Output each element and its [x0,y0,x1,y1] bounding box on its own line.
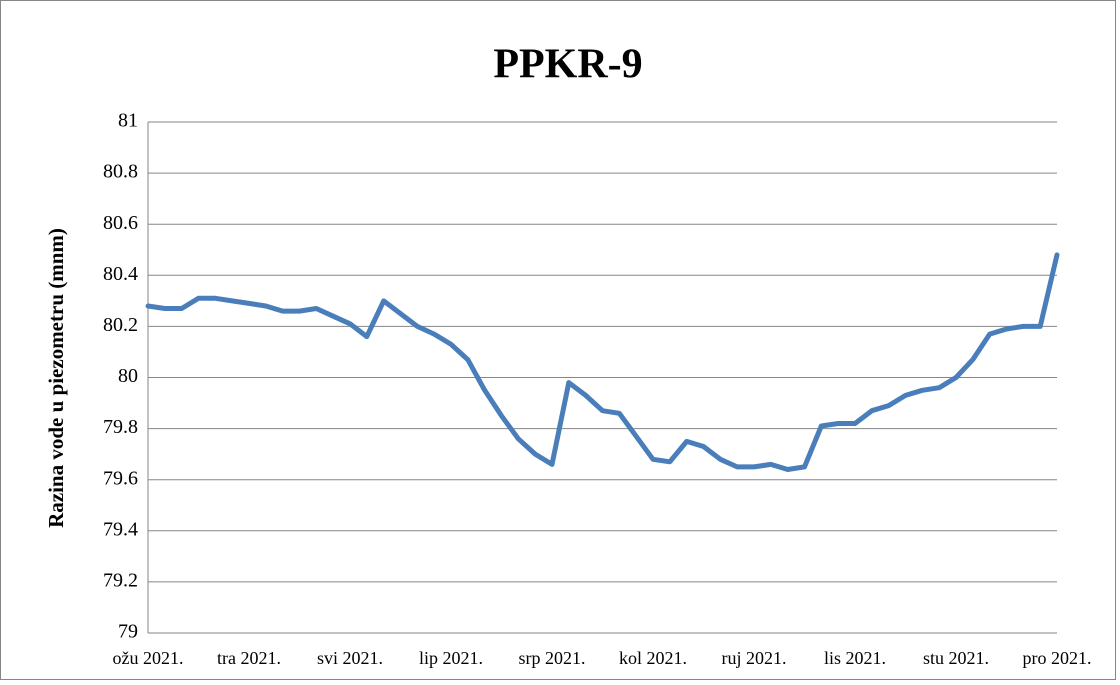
x-tick-label: lip 2021. [419,648,483,668]
y-tick-label: 80 [118,365,138,387]
y-tick-label: 79.2 [103,569,138,591]
y-tick-label: 79 [118,621,138,643]
y-tick-label: 80.6 [103,212,138,234]
y-axis-label: Razina vode u piezometru (mnm) [44,228,68,528]
x-tick-label: srp 2021. [519,648,586,668]
x-tick-label: ožu 2021. [113,648,184,668]
y-tick-label: 79.6 [103,467,138,489]
y-tick-label: 80.4 [103,263,138,285]
x-tick-label: pro 2021. [1023,648,1092,668]
x-tick-label: kol 2021. [619,648,687,668]
y-tick-label: 79.8 [103,416,138,438]
x-tick-label: svi 2021. [317,648,383,668]
x-tick-label: lis 2021. [824,648,886,668]
data-line [145,252,1060,472]
x-tick-label: ruj 2021. [722,648,787,668]
y-tick-label: 79.4 [103,518,138,540]
chart-title: PPKR-9 [493,42,642,88]
y-tick-label: 80.8 [103,161,138,183]
x-tick-label: stu 2021. [923,648,989,668]
x-tick-label: tra 2021. [217,648,281,668]
y-tick-label: 81 [118,110,138,132]
y-tick-label: 80.2 [103,314,138,336]
